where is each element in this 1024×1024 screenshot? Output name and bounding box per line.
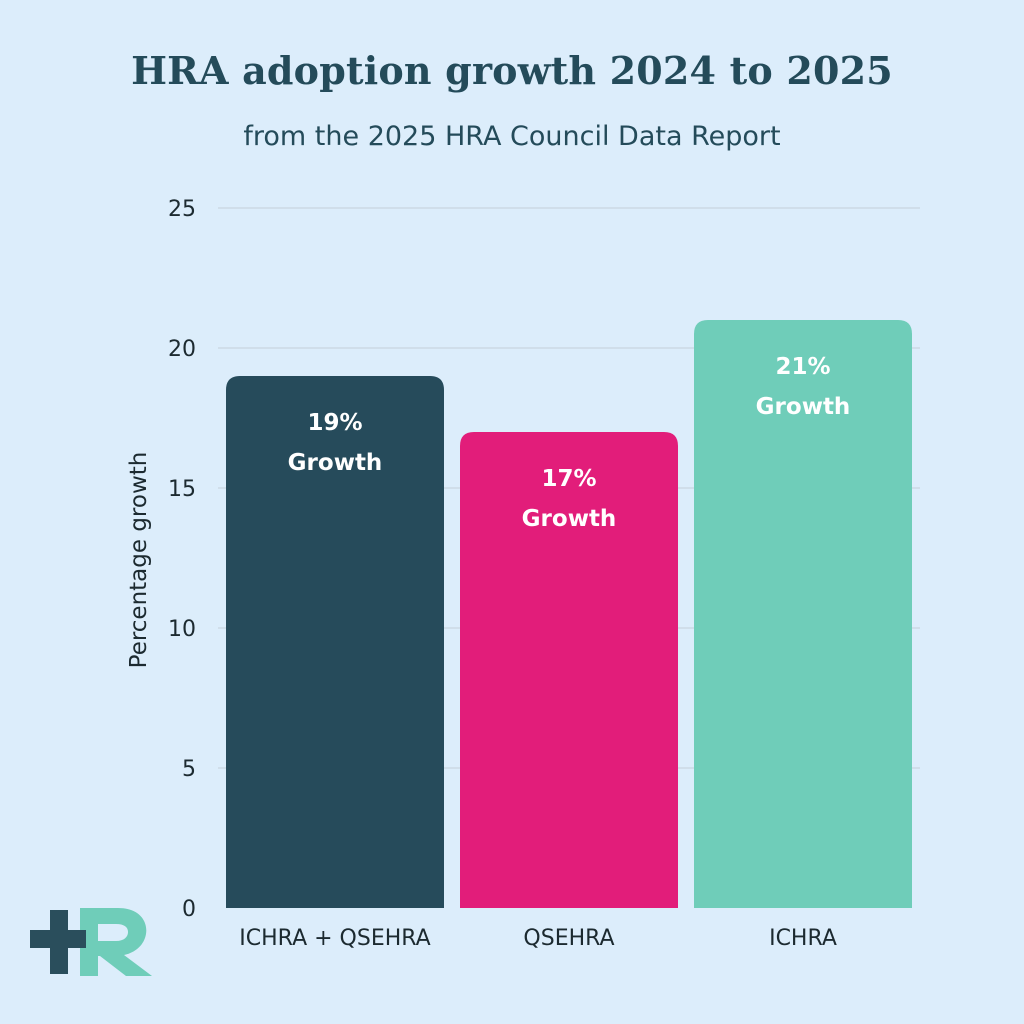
bar-value-label: 19%: [307, 410, 362, 436]
bar-2: [460, 432, 678, 908]
bar-3: [694, 320, 912, 908]
plus-r-logo-icon: [30, 908, 152, 976]
y-tick-label: 20: [168, 337, 196, 362]
bar-value-label: 21%: [775, 354, 830, 380]
bar-labels: 19% Growth 17% Growth 21% Growth: [288, 354, 851, 532]
category-label: QSEHRA: [523, 926, 614, 951]
bar-value-label: 17%: [541, 466, 596, 492]
category-label: ICHRA: [769, 926, 837, 951]
bar-growth-label: Growth: [756, 394, 851, 420]
logo-r-shape: [80, 908, 152, 976]
bar-1: [226, 376, 444, 908]
y-tick-label: 5: [182, 757, 196, 782]
y-tick-label: 15: [168, 477, 196, 502]
bar-growth-label: Growth: [288, 450, 383, 476]
y-axis-title: Percentage growth: [126, 452, 152, 669]
category-labels: ICHRA + QSEHRA QSEHRA ICHRA: [239, 926, 837, 951]
logo-plus-shape: [30, 910, 86, 974]
bar-growth-label: Growth: [522, 506, 617, 532]
chart-subtitle: from the 2025 HRA Council Data Report: [243, 121, 781, 152]
y-tick-label: 10: [168, 617, 196, 642]
y-axis-ticks: 0 5 10 15 20 25: [168, 197, 196, 922]
y-tick-label: 0: [182, 897, 196, 922]
bars: [226, 320, 912, 908]
y-tick-label: 25: [168, 197, 196, 222]
chart-title: HRA adoption growth 2024 to 2025: [131, 48, 893, 93]
category-label: ICHRA + QSEHRA: [239, 926, 430, 951]
